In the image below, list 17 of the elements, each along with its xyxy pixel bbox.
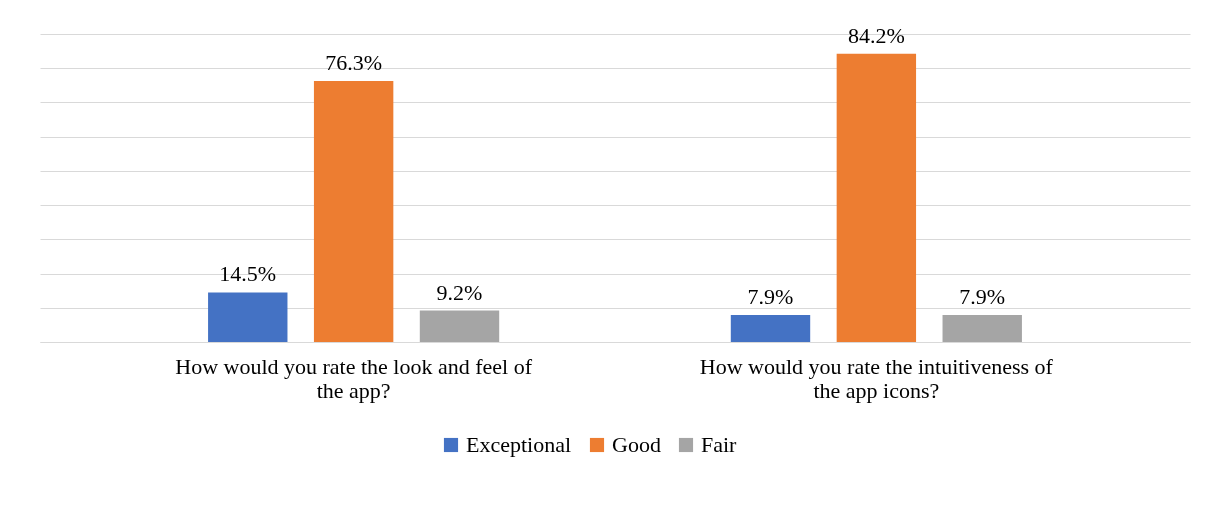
bar	[419, 310, 500, 342]
legend-label: Exceptional	[466, 432, 572, 457]
data-label: 9.2%	[436, 279, 483, 305]
bar	[208, 292, 288, 342]
data-label: 7.9%	[959, 283, 1006, 309]
data-label: 84.2%	[847, 22, 905, 48]
legend-label: Good	[612, 432, 661, 457]
data-label: 14.5%	[219, 261, 277, 287]
x-tick-label: How would you rate the intuitiveness of the app icons?	[699, 353, 1054, 403]
x-tick-label: How would you rate the look and feel of the app?	[175, 353, 533, 403]
legend-label: Fair	[701, 432, 738, 457]
bar	[942, 314, 1022, 342]
data-label: 7.9%	[747, 283, 794, 309]
bar	[836, 53, 917, 342]
bar	[730, 314, 811, 342]
data-label: 76.3%	[325, 49, 383, 75]
bar	[313, 80, 394, 342]
